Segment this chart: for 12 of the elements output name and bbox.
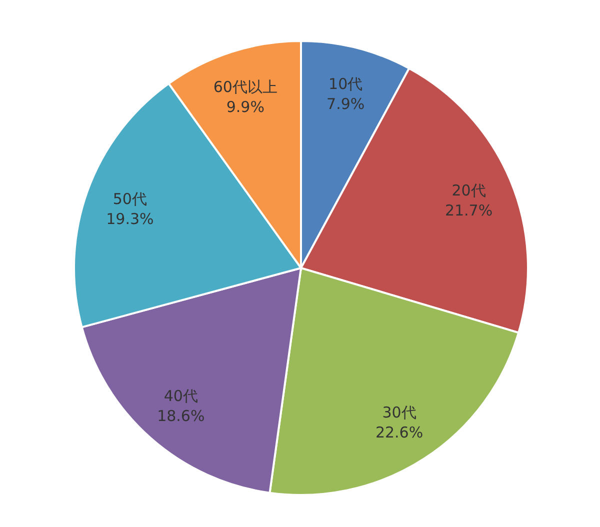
slice-label: 20代 bbox=[452, 182, 486, 200]
slice-label: 50代 bbox=[112, 190, 147, 208]
data-label: 18.6% bbox=[157, 407, 205, 426]
slice-label: 60代以上 bbox=[213, 78, 278, 96]
slice-label: 30代 bbox=[382, 404, 416, 422]
data-label: 21.7% bbox=[444, 202, 493, 220]
slice-label: 40代 bbox=[164, 387, 198, 406]
data-label: 22.6% bbox=[375, 424, 424, 442]
data-label: 9.9% bbox=[226, 98, 264, 116]
slice-label: 10代 bbox=[328, 74, 363, 93]
data-label: 7.9% bbox=[326, 94, 365, 113]
data-label: 19.3% bbox=[106, 210, 154, 228]
